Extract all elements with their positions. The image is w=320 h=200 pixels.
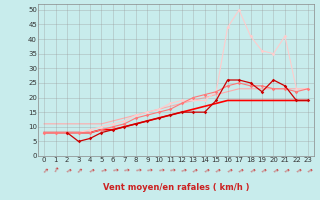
Text: ↑: ↑ xyxy=(281,167,289,175)
Text: ↑: ↑ xyxy=(40,167,48,176)
Text: ↑: ↑ xyxy=(98,167,105,175)
Text: ↑: ↑ xyxy=(144,167,151,174)
Text: ↑: ↑ xyxy=(269,167,277,175)
Text: ↑: ↑ xyxy=(121,167,128,174)
Text: ↑: ↑ xyxy=(109,167,116,174)
Text: ↑: ↑ xyxy=(52,167,60,175)
Text: ↑: ↑ xyxy=(235,167,243,175)
Text: ↑: ↑ xyxy=(167,167,174,174)
Text: ↑: ↑ xyxy=(63,167,71,175)
Text: ↑: ↑ xyxy=(132,167,139,174)
Text: ↑: ↑ xyxy=(178,167,186,175)
Text: ↑: ↑ xyxy=(201,167,209,175)
Text: ↑: ↑ xyxy=(246,167,255,175)
Text: ↑: ↑ xyxy=(258,167,266,175)
Text: ↑: ↑ xyxy=(304,167,312,175)
Text: ↑: ↑ xyxy=(292,167,300,175)
Text: ↑: ↑ xyxy=(155,167,162,174)
Text: ↑: ↑ xyxy=(189,167,197,175)
Text: ↑: ↑ xyxy=(74,167,83,176)
Text: ↑: ↑ xyxy=(212,167,220,175)
X-axis label: Vent moyen/en rafales ( km/h ): Vent moyen/en rafales ( km/h ) xyxy=(103,183,249,192)
Text: ↑: ↑ xyxy=(86,167,94,175)
Text: ↑: ↑ xyxy=(224,167,232,175)
